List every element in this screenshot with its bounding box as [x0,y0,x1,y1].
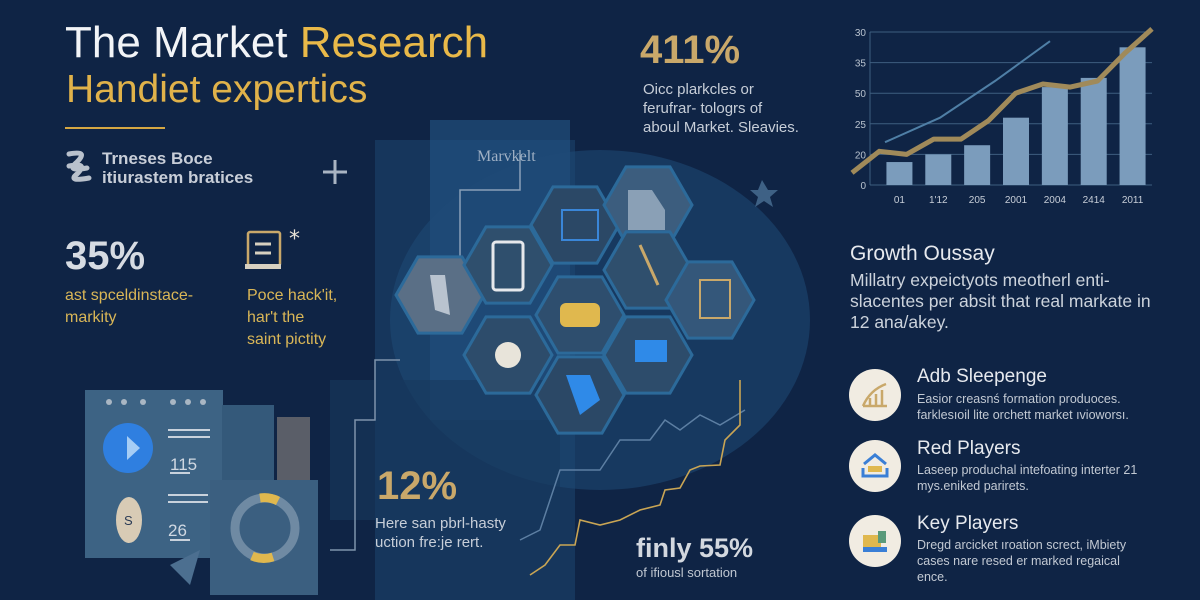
dashboard-number-1: 115 [170,455,198,474]
player-title-1: Adb Sleepenge [917,366,1047,387]
svg-text:S: S [124,513,133,528]
stat-35-text: ast spceldinstace-markity [65,287,194,326]
page-title: The Market Research [65,18,489,67]
y-tick-label: 50 [855,89,867,100]
y-tick-label: 30 [855,28,867,39]
stat-55-text: of ifiousl sortation [636,565,738,580]
center-label: Marvkelt [477,148,536,165]
x-tick-label: 205 [969,195,986,206]
dashboard-number-2: 26 [168,521,187,540]
y-tick-label: 35 [855,59,867,70]
x-tick-label: 01 [894,195,906,206]
intro-text: Trneses Boce itiurastem bratices [102,149,254,187]
hexagon-tile [462,225,554,305]
x-tick-label: 2414 [1083,195,1106,206]
hexagon-cluster [394,165,756,435]
house-hand-icon [849,440,901,492]
tool-icon [430,275,450,315]
bar-chart-icon [849,369,901,421]
bar [1041,87,1068,185]
bar [925,154,952,185]
growth-body: Millatry expeictyots meotherl enti-slace… [850,270,1151,332]
x-tick-label: 2004 [1044,195,1067,206]
map-icon [566,375,600,415]
player-title-2: Red Players [917,438,1021,459]
player-desc-3: Dregd arcicket ıroation screct, iMbiety … [917,538,1127,584]
bar [1003,117,1029,185]
y-tick-label: 25 [855,120,867,131]
bar [964,145,991,185]
bar [1119,47,1146,185]
gauge-icon [495,342,521,368]
title-divider [65,127,165,129]
hexagon-tile [529,185,621,265]
strand-logo-icon [66,150,92,182]
list-icon [635,340,667,362]
document-icon: * [245,228,300,269]
player-title-3: Key Players [917,513,1019,534]
folder-people-icon [849,515,901,567]
coin-icon [116,497,142,543]
x-tick-label: 2001 [1005,195,1028,206]
y-tick-label: 0 [860,181,866,192]
stat-411-value: 411% [640,28,741,72]
player-desc-2: Laseep produchal intefoating interter 21… [917,463,1138,493]
stat-12-value: 12% [377,464,458,508]
growth-title: Growth Oussay [850,242,995,265]
dashboard-panel [85,390,223,558]
projection-line [884,40,1051,144]
stat-35-value: 35% [65,234,146,278]
stat-doc-text: Poce hack'it, har't the saint pictity [247,287,338,348]
stat-55-value: finly 55% [636,533,754,563]
clipboard-chart-icon [699,279,731,319]
server-icon [491,240,525,292]
player-item-2 [849,440,901,492]
player-item-3 [849,515,901,567]
envelope-icon [560,303,600,327]
bar [1080,77,1107,185]
y-tick-label: 20 [855,150,867,161]
growth-bar-chart: 0 20 25 50 35 30 01 1'12 205 2001 2004 2414 2011 [850,27,1154,206]
svg-text:*: * [289,228,300,252]
hexagon-tile [664,260,756,340]
x-tick-label: 2011 [1122,195,1144,206]
document-corner-icon [628,190,665,230]
dashboard-illustration: S [85,390,318,595]
network-icon [638,244,660,286]
bar [886,162,913,185]
stat-411-text: Oicc plarkcles or ferufrar- tologrs of abo… [643,81,799,136]
page-subtitle: Handiet expertics [66,68,368,111]
x-tick-label: 1'12 [929,195,948,206]
player-item-1 [849,369,901,421]
stat-12-text: Here san pbrl-hasty uction fre:je rert. [375,515,506,551]
analytics-icon [561,209,599,241]
player-desc-1: Easior creasnś formation produoces. fark… [917,392,1129,422]
trend-line [850,27,1154,175]
